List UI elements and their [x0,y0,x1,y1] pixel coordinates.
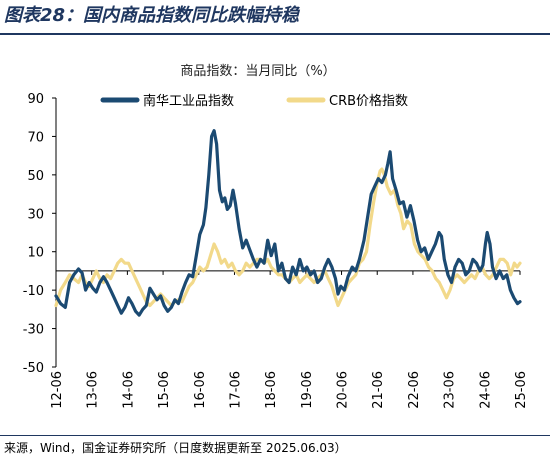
legend-label-series-1: 南华工业品指数 [143,93,234,109]
source-note: 来源，Wind，国金证券研究所（日度数据更新至 2025.06.03） [4,441,347,455]
x-tick-label: 15-06 [157,371,172,409]
series-line-nanhua [54,129,522,317]
x-tick-label: 25-06 [514,371,529,409]
legend: 南华工业品指数 CRB价格指数 [100,93,408,109]
y-tick-label: 10 [27,246,44,261]
x-tick-label: 13-06 [86,371,101,409]
x-tick-label: 19-06 [300,371,315,409]
y-tick-label: -10 [23,284,44,299]
y-tick-label: -50 [23,361,44,376]
x-tick-label: 17-06 [228,371,243,409]
series-layer [54,129,522,317]
x-tick-label: 23-06 [443,371,458,409]
chart-title: 商品指数：当月同比（%） [180,64,335,79]
x-tick-label: 22-06 [407,371,422,409]
x-tick-label: 21-06 [371,371,386,409]
title-divider [0,33,550,35]
y-tick-label: 30 [27,207,44,222]
x-tick-label: 18-06 [264,371,279,409]
line-chart: 商品指数：当月同比（%） 南华工业品指数 CRB价格指数 90 70 50 30 10 -… [23,64,529,409]
x-tick-label: 24-06 [478,371,493,409]
x-tick-label: 12-06 [50,371,65,409]
y-tick-label: 50 [27,169,44,184]
x-axis: 12-06 13-06 14-06 15-06 16-06 17-06 18-06 19-06… [50,270,529,409]
y-axis: 90 70 50 30 10 -10 -30 -50 [23,92,57,376]
series-line-crb [54,167,522,308]
x-tick-label: 16-06 [193,371,208,409]
footer-divider [0,435,550,436]
figure-title: 图表28：国内商品指数同比跌幅持稳 [4,5,300,26]
x-tick-label: 14-06 [121,371,136,409]
y-tick-label: 70 [27,130,44,145]
y-tick-label: -30 [23,323,44,338]
legend-label-series-2: CRB价格指数 [329,93,408,109]
x-tick-label: 20-06 [336,371,351,409]
y-tick-label: 90 [27,92,44,107]
